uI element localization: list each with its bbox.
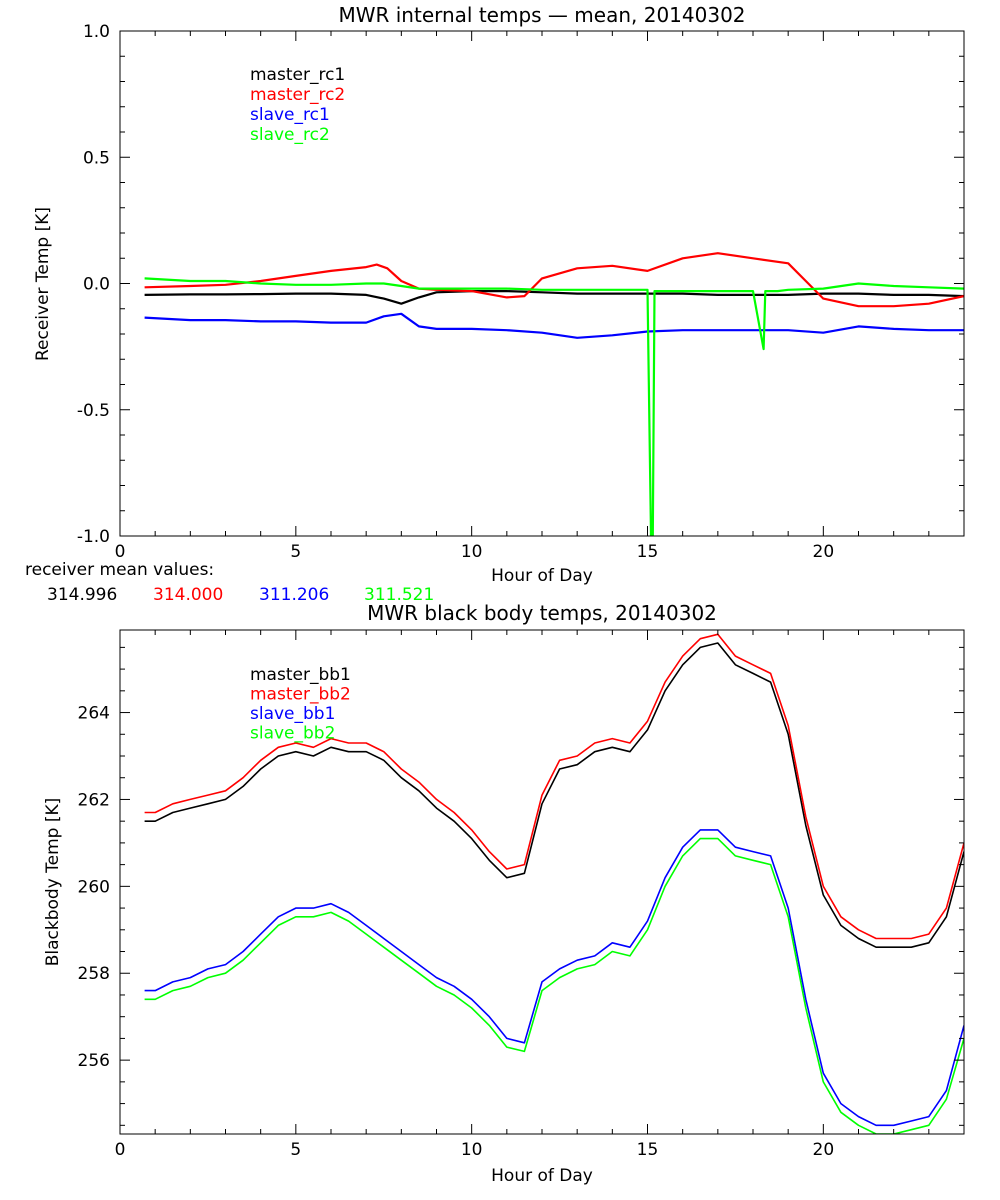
chart-title: MWR black body temps, 20140302: [367, 601, 717, 625]
y-tick-label: 260: [78, 877, 110, 897]
series-line-master-bb2: [144, 633, 964, 940]
series-lines: [144, 633, 964, 1134]
plot-area: 0 5 10 15 20 256 258 260 262 264 master_bb1master_…: [78, 629, 965, 1160]
series-line-slave-bb1: [144, 829, 964, 1127]
plot-area: 0 5 10 15 20 1.0 0.5 0.0 -0.5 -1.0 master_rc1maste…: [77, 22, 965, 562]
legend-entry-master-bb1: master_bb1: [250, 665, 351, 685]
y-axis-label: Receiver Temp [K]: [33, 207, 53, 361]
y-axis-label: Blackbody Temp [K]: [43, 798, 63, 967]
plot-frame: [119, 629, 965, 1135]
legend-entry-slave-rc2: slave_rc2: [250, 125, 330, 145]
series-lines: [144, 252, 964, 536]
x-tick-label: 10: [461, 542, 483, 562]
mean-value-master-rc2: 314.000: [153, 585, 223, 605]
mean-values-label: receiver mean values:: [25, 560, 214, 580]
y-tick-label: 0.5: [83, 148, 110, 168]
x-tick-label: 5: [290, 542, 301, 562]
y-tick-label: 1.0: [83, 22, 110, 42]
legend-entry-slave-bb2: slave_bb2: [250, 724, 335, 744]
legend-entry-master-rc1: master_rc1: [250, 65, 345, 85]
mean-value-slave-rc2: 311.521: [364, 585, 434, 605]
y-tick-label: -0.5: [77, 401, 110, 421]
series-line-slave-rc1: [144, 312, 964, 339]
y-tick-label: 0.0: [83, 275, 110, 295]
series-line-slave-rc2: [144, 277, 964, 536]
y-tick-label: 264: [78, 704, 110, 724]
legend-entry-master-rc2: master_rc2: [250, 85, 345, 105]
legend-entry-slave-bb1: slave_bb1: [250, 704, 335, 724]
y-tick-label: -1.0: [77, 527, 110, 547]
legend-entry-slave-rc1: slave_rc1: [250, 105, 330, 125]
blackbody-temp-chart: MWR black body temps, 20140302 0 5 10 15 20 2…: [43, 601, 965, 1186]
series-line-master-rc2: [144, 252, 964, 308]
x-axis-label: Hour of Day: [491, 566, 593, 586]
y-tick-label: 262: [78, 790, 110, 810]
y-tick-label: 258: [78, 964, 110, 984]
x-tick-label: 15: [637, 542, 659, 562]
y-tick-label: 256: [78, 1051, 110, 1071]
x-tick-label: 15: [637, 1140, 659, 1160]
x-tick-label: 20: [813, 542, 835, 562]
x-tick-label: 0: [115, 542, 126, 562]
x-tick-label: 0: [115, 1140, 126, 1160]
x-axis-label: Hour of Day: [491, 1166, 593, 1186]
x-tick-label: 20: [813, 1140, 835, 1160]
x-tick-label: 10: [461, 1140, 483, 1160]
chart-title: MWR internal temps — mean, 20140302: [338, 3, 745, 27]
series-line-slave-bb2: [144, 837, 964, 1134]
x-tick-label: 5: [290, 1140, 301, 1160]
receiver-temp-chart: MWR internal temps — mean, 20140302 0 5 10…: [33, 3, 965, 586]
receiver-mean-values: receiver mean values: 314.996 314.000 31…: [25, 560, 434, 605]
series-line-master-bb1: [144, 642, 964, 949]
legend-entry-master-bb2: master_bb2: [250, 685, 351, 705]
mean-value-master-rc1: 314.996: [47, 585, 117, 605]
mean-value-slave-rc1: 311.206: [259, 585, 329, 605]
